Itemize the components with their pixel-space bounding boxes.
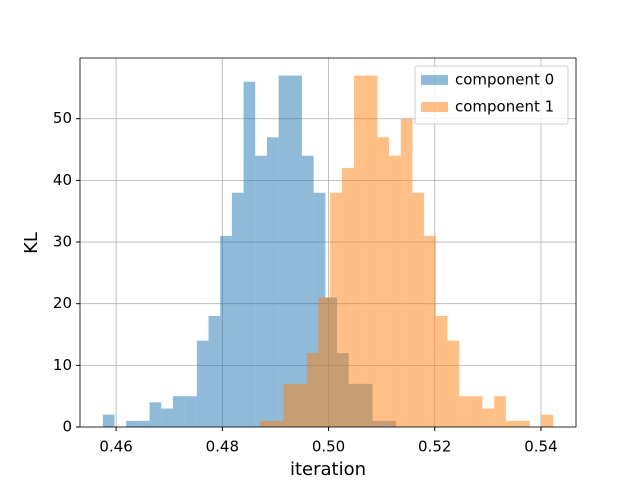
bar <box>278 75 291 428</box>
x-tick-label: 0.54 <box>524 438 557 456</box>
bar <box>447 340 460 427</box>
bar <box>435 316 448 427</box>
y-tick-label: 10 <box>53 356 72 374</box>
bar <box>494 396 506 427</box>
bar <box>161 408 173 427</box>
bar <box>126 420 138 427</box>
bar <box>341 168 355 428</box>
bar <box>271 420 284 427</box>
bar <box>290 75 302 428</box>
bar <box>306 353 319 427</box>
bar <box>260 420 272 427</box>
bar <box>505 420 519 427</box>
y-tick-label: 40 <box>53 171 72 189</box>
bar <box>470 396 483 427</box>
y-axis-label: KL <box>21 232 42 254</box>
bar <box>354 75 366 428</box>
bar <box>518 420 530 427</box>
bar <box>400 118 413 428</box>
bar <box>541 414 554 427</box>
bar <box>482 408 495 427</box>
bar <box>184 396 197 427</box>
x-tick-label: 0.46 <box>99 438 132 456</box>
bar <box>301 155 314 427</box>
bar <box>412 192 425 427</box>
legend-swatch <box>421 102 448 112</box>
bar <box>255 155 267 427</box>
bar <box>231 192 244 427</box>
bar <box>172 396 185 427</box>
bar <box>377 137 390 427</box>
bar <box>365 75 378 428</box>
bar <box>266 137 279 427</box>
bar <box>424 235 436 427</box>
bar <box>137 420 150 427</box>
legend-swatch <box>421 75 448 85</box>
legend-label: component 1 <box>455 98 554 116</box>
bar <box>102 414 115 427</box>
bar <box>243 81 256 427</box>
legend-box <box>414 65 569 125</box>
y-tick-label: 20 <box>53 294 72 312</box>
bar <box>295 383 307 427</box>
bar <box>330 192 342 427</box>
bar <box>149 402 162 427</box>
x-tick-label: 0.48 <box>206 438 239 456</box>
bar <box>389 155 401 427</box>
x-tick-label: 0.50 <box>312 438 345 456</box>
bar <box>220 235 232 427</box>
bar <box>459 396 471 427</box>
plot-frame <box>79 57 577 428</box>
legend-label: component 0 <box>455 71 554 89</box>
bar <box>283 383 296 427</box>
bar <box>208 316 221 427</box>
bar <box>318 297 331 427</box>
bar <box>196 340 209 427</box>
y-tick-label: 50 <box>53 109 72 127</box>
y-tick-label: 0 <box>62 418 72 436</box>
y-tick-label: 30 <box>53 233 72 251</box>
x-tick-label: 0.52 <box>418 438 451 456</box>
x-axis-label: iteration <box>290 459 366 480</box>
